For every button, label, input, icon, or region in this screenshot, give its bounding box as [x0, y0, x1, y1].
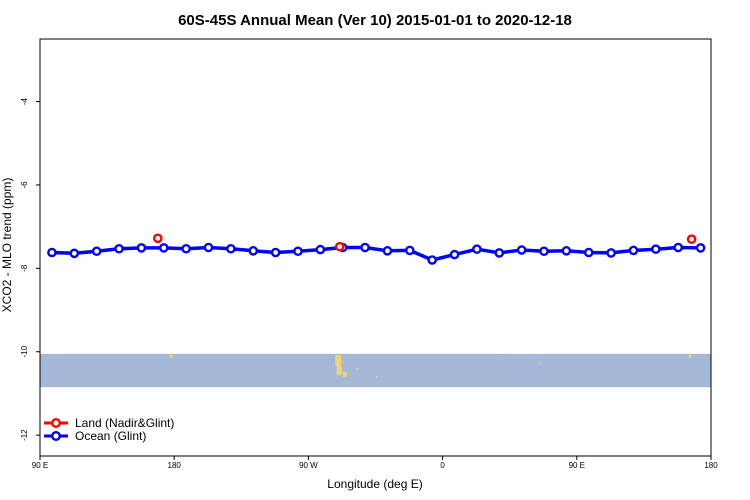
data-point: [360, 242, 370, 253]
land-patch: [336, 366, 342, 375]
data-point: [583, 247, 594, 258]
y-axis: -4 -6 -8 -10 -12: [20, 97, 40, 441]
land-patch: [335, 354, 342, 367]
series: [47, 242, 706, 265]
legend-swatch-marker: [51, 431, 62, 442]
y-axis-label: XCO2 - MLO trend (ppm): [0, 178, 14, 313]
legend-item: Ocean (Glint): [44, 429, 146, 443]
data-point: [472, 244, 482, 254]
data-point: [404, 245, 415, 256]
data-point: [203, 242, 214, 253]
data-point: [293, 246, 303, 257]
series: [152, 233, 697, 252]
legend: Land (Nadir&Glint)Ocean (Glint): [44, 416, 174, 443]
plot-frame: [39, 38, 712, 457]
land-patch: [169, 354, 173, 358]
data-point: [628, 245, 639, 256]
y-tick-label: -10: [20, 345, 29, 357]
data-point: [91, 246, 102, 257]
x-tick-label: 0: [440, 461, 445, 470]
data-point: [494, 248, 505, 258]
series-layer: [47, 233, 706, 265]
data-point: [673, 242, 683, 253]
x-tick-label: 180: [704, 461, 718, 470]
land-patch: [356, 367, 359, 370]
data-point: [539, 246, 549, 257]
land-patch: [539, 361, 542, 364]
x-tick-label: 90 W: [299, 461, 318, 470]
data-point: [226, 243, 236, 254]
land-patch: [342, 371, 347, 377]
ocean-band: [40, 353, 711, 388]
series-line: [51, 245, 701, 262]
data-point: [427, 255, 437, 265]
land-patch: [688, 354, 692, 358]
data-point: [114, 243, 124, 254]
data-point: [561, 246, 572, 256]
x-tick-label: 180: [168, 461, 182, 470]
data-point: [181, 243, 191, 254]
legend-label: Land (Nadir&Glint): [75, 416, 174, 430]
data-point: [69, 248, 80, 259]
data-point: [651, 244, 661, 254]
data-point: [686, 234, 697, 244]
legend-label: Ocean (Glint): [75, 429, 146, 443]
x-tick-label: 90 E: [32, 461, 48, 470]
data-point: [136, 243, 147, 253]
y-tick-label: -8: [20, 264, 29, 272]
land-patch: [375, 375, 378, 378]
data-point: [334, 241, 345, 252]
land-patch: [497, 357, 499, 359]
y-tick-label: -12: [20, 429, 29, 441]
y-tick-label: -4: [20, 97, 29, 105]
latitude-band-map: [40, 353, 711, 388]
x-axis: 90 E 180 90 W 0 90 E 180: [32, 456, 718, 470]
chart-title: 60S-45S Annual Mean (Ver 10) 2015-01-01 …: [178, 12, 572, 29]
data-point: [516, 245, 527, 255]
data-point: [47, 247, 57, 258]
legend-item: Land (Nadir&Glint): [44, 416, 174, 430]
data-point: [158, 243, 169, 253]
y-tick-label: -6: [20, 181, 29, 189]
data-point: [449, 249, 460, 260]
legend-swatch-marker: [51, 418, 62, 429]
data-point: [695, 243, 706, 253]
data-point: [152, 233, 163, 244]
data-point: [382, 246, 393, 256]
data-point: [270, 247, 281, 258]
x-axis-label: Longitude (deg E): [327, 477, 422, 491]
data-point: [315, 244, 326, 255]
data-point: [248, 246, 259, 256]
data-point: [606, 248, 616, 258]
x-tick-label: 90 E: [569, 461, 585, 470]
